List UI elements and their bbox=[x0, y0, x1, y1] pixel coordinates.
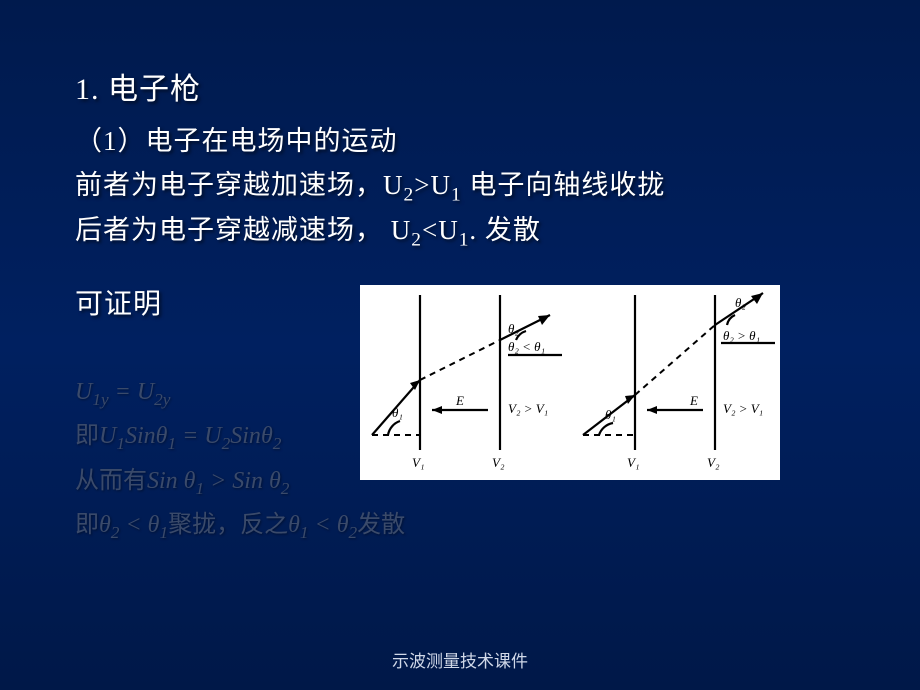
footer-text: 示波测量技术课件 bbox=[0, 647, 920, 672]
slide-content: 1. 电子枪 （1）电子在电场中的运动 前者为电子穿越加速场，U2>U1 电子向… bbox=[0, 0, 920, 328]
formula-2: 即U1Sinθ1 = U2Sinθ2 bbox=[75, 414, 405, 458]
formula-block: U1y = U2y 即U1Sinθ1 = U2Sinθ2 从而有Sin θ1 >… bbox=[75, 370, 405, 548]
e-label: E bbox=[689, 393, 698, 408]
text-span: 前者为电子穿越加速场， bbox=[75, 170, 383, 200]
body-line-decelerate: 后者为电子穿越减速场， U2<U1. 发散 bbox=[75, 208, 845, 253]
v-relation: V₂ > V₁ bbox=[723, 401, 763, 416]
v2-label: V₂ bbox=[492, 455, 505, 470]
formula-3: 从而有Sin θ1 > Sin θ2 bbox=[75, 459, 405, 503]
theta-relation: θ₂ > θ₁ bbox=[723, 328, 760, 343]
text-span: . 发散 bbox=[469, 215, 541, 245]
title: 1. 电子枪 bbox=[75, 65, 845, 115]
v-relation: V₂ > V₁ bbox=[508, 401, 548, 416]
e-label: E bbox=[455, 393, 464, 408]
v1-label: V₁ bbox=[627, 455, 639, 470]
formula-4: 即θ2 < θ1聚拢，反之θ1 < θ2发散 bbox=[75, 503, 405, 547]
theta1-label: θ₁ bbox=[605, 407, 616, 422]
relation-u2-gt-u1: U2>U1 bbox=[383, 170, 462, 200]
theta-relation: θ₂ < θ₁ bbox=[508, 339, 545, 354]
v2-label: V₂ bbox=[707, 455, 720, 470]
relation-u2-lt-u1: U2<U1 bbox=[391, 215, 470, 245]
formula-1: U1y = U2y bbox=[75, 370, 405, 414]
v1-label: V₁ bbox=[412, 455, 424, 470]
text-span: 电子向轴线收拢 bbox=[462, 170, 666, 200]
subheading-1: （1）电子在电场中的运动 bbox=[75, 119, 845, 164]
body-line-accelerate: 前者为电子穿越加速场，U2>U1 电子向轴线收拢 bbox=[75, 163, 845, 208]
text-span: 后者为电子穿越减速场， bbox=[75, 215, 391, 245]
theta2-label: θ₂ bbox=[735, 295, 746, 310]
refraction-diagram: θ₂ θ₂ < θ₁ θ₁ E V₂ > V₁ V₁ V₂ bbox=[360, 285, 780, 480]
theta2-label: θ₂ bbox=[508, 321, 519, 336]
